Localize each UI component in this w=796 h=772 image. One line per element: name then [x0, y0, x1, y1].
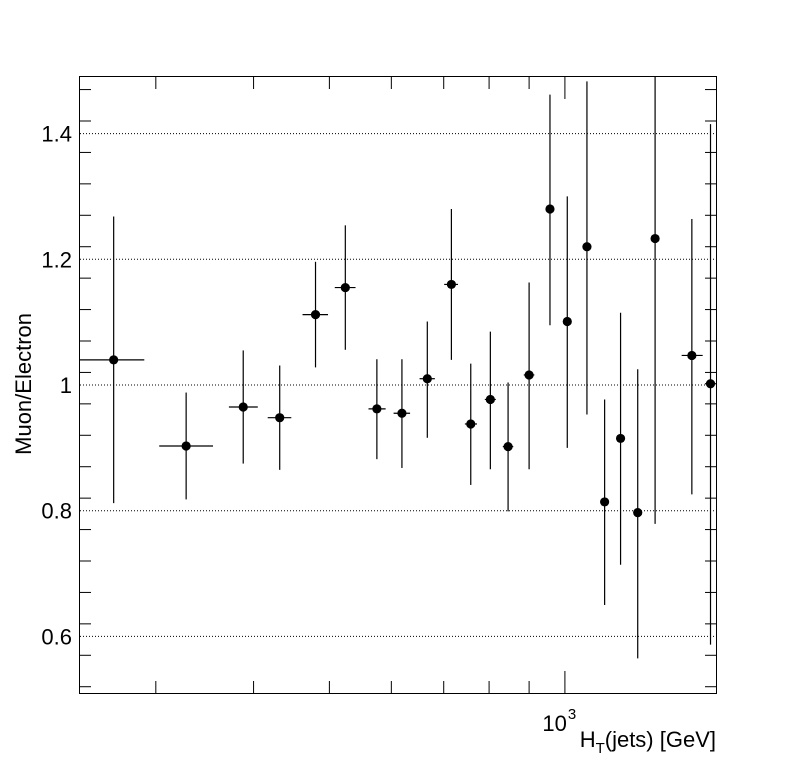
x-axis-label-subscript: T	[596, 740, 605, 757]
plot-frame	[79, 76, 717, 694]
data-point	[228, 350, 258, 464]
x-tick-labels: 10 3	[542, 706, 576, 736]
data-point	[523, 282, 535, 470]
data-point	[600, 399, 610, 605]
data-point	[368, 359, 386, 460]
data-marker	[633, 507, 643, 518]
data-marker	[372, 404, 382, 414]
data-marker	[687, 350, 697, 361]
data-marker	[340, 282, 350, 293]
data-point	[334, 225, 356, 350]
data-marker	[446, 279, 456, 290]
data-marker	[705, 379, 716, 389]
data-marker	[524, 370, 534, 380]
data-marker	[582, 242, 592, 252]
data-marker	[422, 374, 432, 384]
data-point	[484, 331, 496, 470]
y-tick-label: 1	[60, 373, 72, 398]
data-point	[464, 363, 477, 485]
tick-layer	[80, 77, 716, 693]
data-marker	[650, 233, 660, 244]
data-point	[582, 81, 592, 415]
x-axis-label: HT(jets) [GeV]	[580, 727, 716, 757]
data-point	[302, 261, 329, 368]
data-point	[545, 94, 555, 326]
grid-layer	[80, 133, 716, 637]
data-point	[419, 321, 435, 438]
data-point	[562, 196, 572, 448]
x-axis-label-rest: (jets) [GeV]	[605, 727, 716, 752]
data-point	[393, 359, 411, 468]
y-tick-label: 0.6	[41, 624, 72, 649]
x-tick-label-exponent: 3	[568, 706, 576, 723]
data-point	[444, 209, 458, 360]
y-tick-label: 0.8	[41, 499, 72, 524]
data-point	[502, 382, 514, 512]
data-marker	[275, 413, 285, 423]
data-marker	[109, 355, 119, 365]
data-point	[615, 312, 626, 565]
data-point	[80, 216, 145, 504]
data-marker	[466, 419, 476, 429]
data-point	[159, 392, 214, 500]
data-marker	[181, 441, 191, 451]
data-marker	[600, 497, 610, 507]
data-marker	[562, 316, 572, 327]
data-marker	[485, 394, 495, 405]
data-marker	[397, 408, 407, 418]
data-marker	[615, 433, 626, 444]
data-marker	[310, 310, 321, 320]
y-tick-label: 1.2	[41, 247, 72, 272]
x-axis-label-main: H	[580, 727, 596, 752]
data-marker	[545, 204, 555, 214]
data-points	[80, 77, 716, 659]
y-tick-label: 1.4	[41, 122, 72, 147]
data-point	[704, 124, 716, 645]
data-point	[650, 77, 660, 524]
data-point	[267, 365, 292, 470]
y-tick-labels: 0.6 0.8 1 1.2 1.4	[41, 122, 72, 650]
data-marker	[238, 402, 248, 412]
data-marker	[503, 442, 513, 452]
data-point	[681, 219, 703, 495]
x-tick-label-base: 10	[542, 711, 566, 736]
data-point	[633, 369, 643, 659]
y-axis-label: Muon/Electron	[11, 313, 36, 455]
